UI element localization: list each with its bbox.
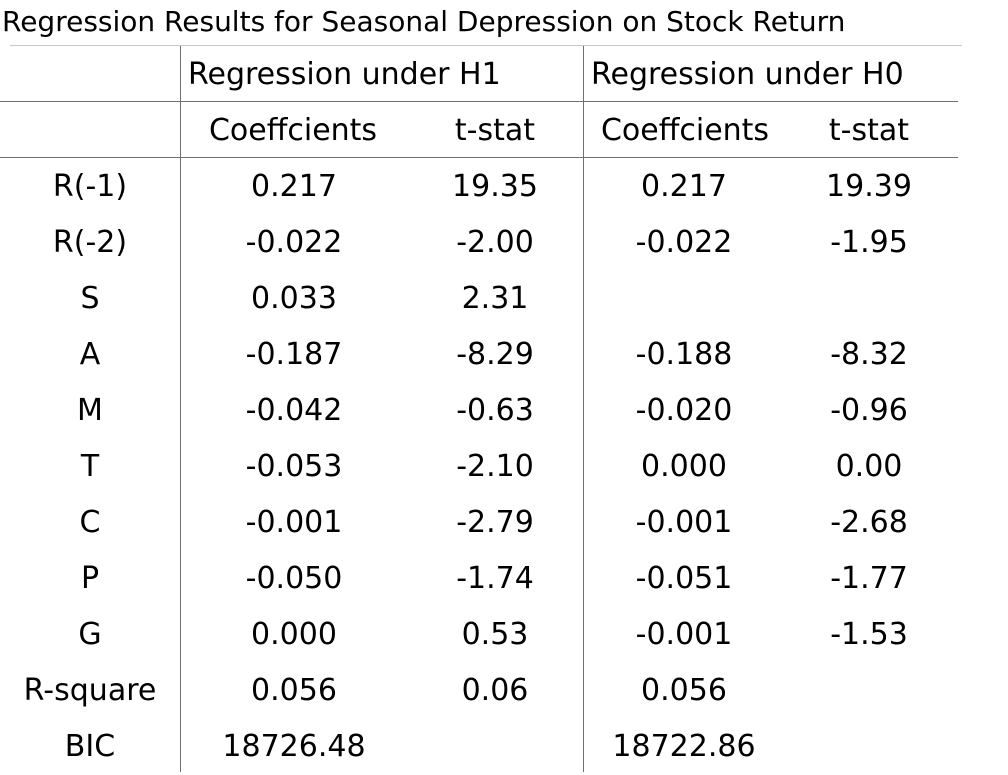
group-header-h1: Regression under H1: [188, 57, 501, 92]
cell-h0-tstat: -0.96: [830, 393, 908, 428]
cell-h1-tstat: 0.53: [461, 617, 529, 652]
cell-h1-coefficient: -0.053: [245, 449, 343, 484]
cell-h0-tstat: -1.95: [830, 225, 908, 260]
cell-h1-coefficient: -0.050: [245, 561, 343, 596]
cell-h0-coefficient: -0.001: [635, 617, 733, 652]
cell-h1-tstat: 0.06: [461, 673, 529, 708]
cell-h1-tstat: 2.31: [461, 281, 529, 316]
subheader-h1-tstat: t-stat: [454, 113, 536, 148]
row-label: A: [79, 337, 101, 372]
cell-h0-tstat: 0.00: [835, 449, 903, 484]
cell-h0-tstat: -1.53: [830, 617, 908, 652]
cell-h0-coefficient: 0.056: [641, 673, 727, 708]
cell-h1-tstat: -2.79: [456, 505, 534, 540]
cell-h1-coefficient: -0.042: [245, 393, 343, 428]
row-label: T: [80, 449, 100, 484]
group-header-h0: Regression under H0: [591, 57, 904, 92]
title-underline: [10, 45, 962, 46]
subheader-h0-coefficients: Coeffcients: [600, 113, 770, 148]
cell-h1-coefficient: -0.022: [245, 225, 343, 260]
cell-h0-tstat: 19.39: [826, 169, 912, 204]
cell-h0-tstat: -8.32: [830, 337, 908, 372]
cell-h0-tstat: [804, 663, 934, 719]
row-label: S: [80, 281, 100, 316]
column-header-divider: [0, 157, 958, 158]
cell-h0-coefficient: 18722.86: [612, 729, 756, 764]
row-label: R-square: [23, 673, 157, 708]
cell-h0-coefficient: -0.188: [635, 337, 733, 372]
row-label: G: [78, 617, 102, 652]
cell-h1-tstat: 19.35: [452, 169, 538, 204]
row-label: P: [80, 561, 100, 596]
cell-h1-coefficient: 0.000: [251, 617, 337, 652]
row-label: C: [79, 505, 101, 540]
cell-h0-coefficient: -0.020: [635, 393, 733, 428]
cell-h1-tstat: -8.29: [456, 337, 534, 372]
cell-h0-coefficient: [586, 271, 782, 327]
row-label: BIC: [64, 729, 116, 764]
row-label: R(-2): [52, 225, 128, 260]
cell-h1-tstat: -1.74: [456, 561, 534, 596]
subheader-h0-tstat: t-stat: [828, 113, 910, 148]
cell-h0-tstat: [804, 271, 934, 327]
cell-h0-tstat: [804, 719, 934, 775]
cell-h1-tstat: -0.63: [456, 393, 534, 428]
label-column-divider: [180, 46, 181, 772]
cell-h0-coefficient: -0.022: [635, 225, 733, 260]
subheader-h1-coefficients: Coeffcients: [208, 113, 378, 148]
cell-h0-coefficient: -0.001: [635, 505, 733, 540]
cell-h1-coefficient: 0.033: [251, 281, 337, 316]
cell-h1-coefficient: -0.187: [245, 337, 343, 372]
cell-h1-coefficient: 0.056: [251, 673, 337, 708]
cell-h0-tstat: -1.77: [830, 561, 908, 596]
cell-h0-coefficient: -0.051: [635, 561, 733, 596]
cell-h1-tstat: -2.10: [456, 449, 534, 484]
table-title: Regression Results for Seasonal Depressi…: [2, 5, 846, 38]
cell-h1-tstat: -2.00: [456, 225, 534, 260]
cell-h1-coefficient: 18726.48: [222, 729, 366, 764]
model-group-divider: [583, 46, 584, 772]
cell-h1-coefficient: -0.001: [245, 505, 343, 540]
group-header-divider: [0, 101, 958, 102]
cell-h0-coefficient: 0.217: [641, 169, 727, 204]
row-label: M: [77, 393, 103, 428]
cell-h1-tstat: [430, 719, 560, 775]
cell-h1-coefficient: 0.217: [251, 169, 337, 204]
cell-h0-coefficient: 0.000: [641, 449, 727, 484]
cell-h0-tstat: -2.68: [830, 505, 908, 540]
row-label: R(-1): [52, 169, 128, 204]
